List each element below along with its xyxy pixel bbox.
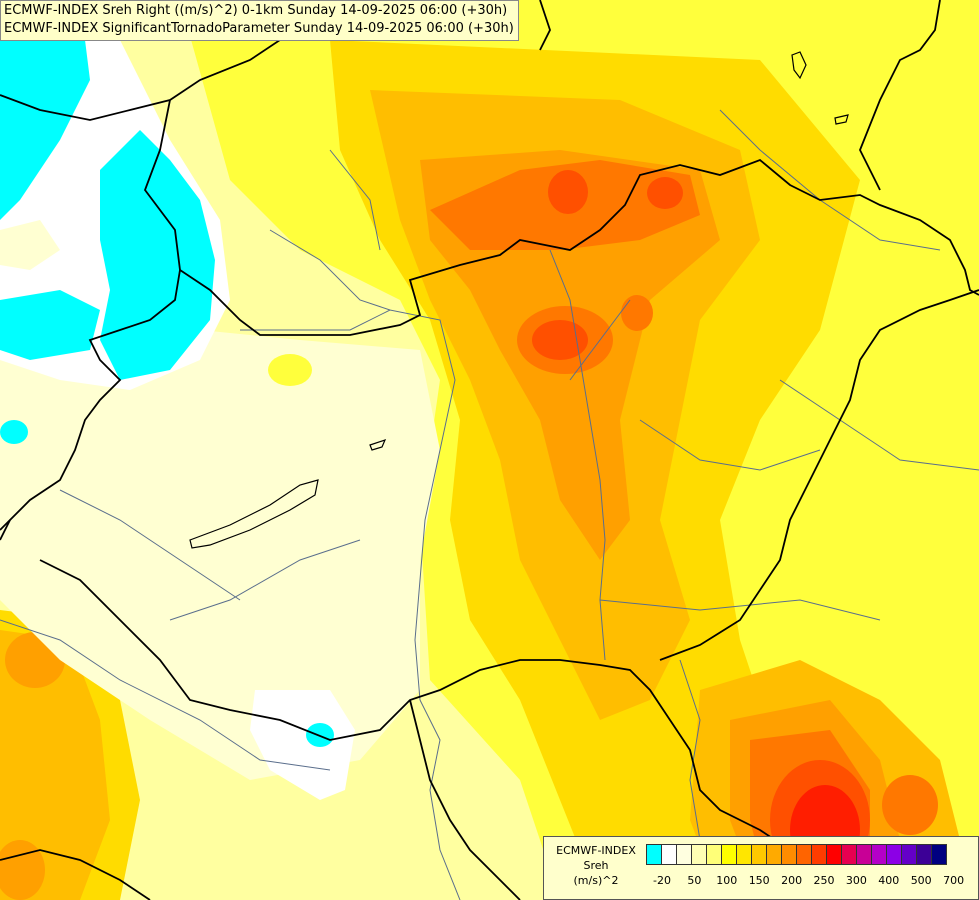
legend-swatch [796,844,812,865]
legend-swatch [661,844,677,865]
legend-tick-label: 200 [781,874,803,887]
legend-swatch [736,844,752,865]
legend-swatch [646,844,662,865]
legend-tick-label: 700 [943,874,965,887]
legend-swatch [766,844,782,865]
legend-tick-label: 300 [845,874,867,887]
legend-tick-label: 400 [878,874,900,887]
legend-tick-label: -20 [653,874,671,887]
legend-source: ECMWF-INDEX [556,844,636,857]
legend-swatch [691,844,707,865]
legend-swatch [826,844,842,865]
legend-swatch [811,844,827,865]
legend-swatch [751,844,767,865]
map-title-box: ECMWF-INDEX Sreh Right ((m/s)^2) 0-1km S… [0,0,519,41]
legend-unit: (m/s)^2 [573,874,619,887]
legend-tick-label: 500 [910,874,932,887]
legend-swatch [886,844,902,865]
lakes [189,51,849,549]
legend-swatch [676,844,692,865]
legend-swatch [901,844,917,865]
legend-swatch [841,844,857,865]
legend-swatch [721,844,737,865]
legend-caption: ECMWF-INDEX Sreh (m/s)^2 [546,843,646,888]
legend-tick-label: 150 [748,874,770,887]
legend-swatch [931,844,947,865]
legend-tick-labels: -20 50 100 150 200 250 300 400 500 700 [646,874,976,890]
legend-swatch [781,844,797,865]
legend-variable: Sreh [583,859,609,872]
title-line-sreh: ECMWF-INDEX Sreh Right ((m/s)^2) 0-1km S… [4,3,508,18]
title-line-stp: ECMWF-INDEX SignificantTornadoParameter … [4,21,514,36]
legend-swatches [646,844,947,865]
legend-swatch [856,844,872,865]
legend-swatch [916,844,932,865]
color-legend: ECMWF-INDEX Sreh (m/s)^2 -20 50 100 150 200 2… [543,836,979,900]
legend-swatch [706,844,722,865]
legend-tick-label: 100 [716,874,738,887]
legend-tick-label: 250 [813,874,835,887]
legend-tick-label: 50 [687,874,702,887]
legend-swatch [871,844,887,865]
